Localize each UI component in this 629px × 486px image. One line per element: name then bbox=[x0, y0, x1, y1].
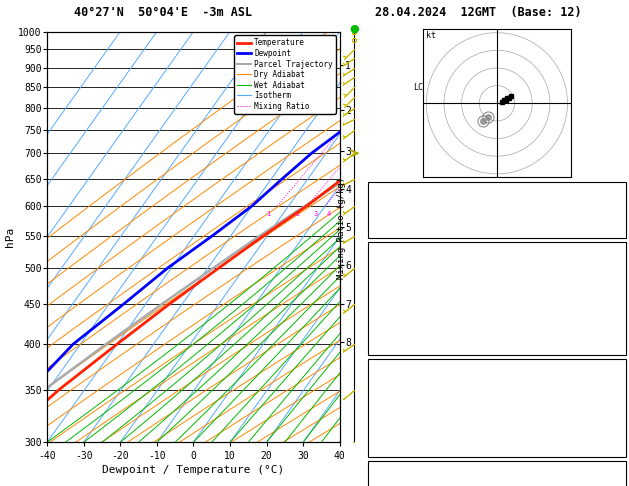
Text: Mixing Ratio (g/kg): Mixing Ratio (g/kg) bbox=[337, 177, 346, 279]
Text: 0: 0 bbox=[617, 444, 623, 453]
Text: Temp (°C): Temp (°C) bbox=[373, 261, 426, 271]
Text: kt: kt bbox=[426, 31, 437, 40]
Text: 311: 311 bbox=[605, 294, 623, 303]
Text: CIN (J): CIN (J) bbox=[373, 444, 414, 453]
Text: Totals Totals: Totals Totals bbox=[373, 205, 449, 215]
Text: θe (K): θe (K) bbox=[373, 395, 408, 405]
Text: 40°27'N  50°04'E  -3m ASL: 40°27'N 50°04'E -3m ASL bbox=[74, 6, 253, 19]
Text: CAPE (J): CAPE (J) bbox=[373, 427, 420, 437]
Text: 2: 2 bbox=[295, 211, 299, 217]
Text: PW (cm): PW (cm) bbox=[373, 224, 414, 233]
Text: 0: 0 bbox=[617, 427, 623, 437]
Text: 9: 9 bbox=[617, 310, 623, 320]
Y-axis label: hPa: hPa bbox=[5, 227, 15, 247]
Text: 850: 850 bbox=[605, 379, 623, 389]
Text: Surface: Surface bbox=[476, 244, 518, 255]
Text: Dewp (°C): Dewp (°C) bbox=[373, 277, 426, 287]
Text: 1: 1 bbox=[266, 211, 270, 217]
Text: Lifted Index: Lifted Index bbox=[373, 411, 443, 421]
Text: ●: ● bbox=[349, 23, 359, 33]
Text: EH: EH bbox=[373, 480, 385, 486]
X-axis label: Dewpoint / Temperature (°C): Dewpoint / Temperature (°C) bbox=[103, 466, 284, 475]
Text: Lifted Index: Lifted Index bbox=[373, 310, 443, 320]
Text: 37: 37 bbox=[611, 205, 623, 215]
Text: © weatheronline.co.uk: © weatheronline.co.uk bbox=[440, 473, 554, 482]
Text: LCL: LCL bbox=[413, 83, 428, 91]
Text: CAPE (J): CAPE (J) bbox=[373, 326, 420, 336]
Text: 8.1: 8.1 bbox=[605, 277, 623, 287]
Text: 1.16: 1.16 bbox=[599, 224, 623, 233]
Text: K: K bbox=[373, 187, 379, 196]
Text: 0: 0 bbox=[617, 326, 623, 336]
Text: 4: 4 bbox=[327, 211, 331, 217]
Text: 3: 3 bbox=[313, 211, 318, 217]
Text: Pressure (mb): Pressure (mb) bbox=[373, 379, 449, 389]
Text: -8: -8 bbox=[611, 187, 623, 196]
Legend: Temperature, Dewpoint, Parcel Trajectory, Dry Adiabat, Wet Adiabat, Isotherm, Mi: Temperature, Dewpoint, Parcel Trajectory… bbox=[234, 35, 336, 114]
Text: Hodograph: Hodograph bbox=[470, 464, 523, 474]
Text: -0: -0 bbox=[611, 480, 623, 486]
Text: Most Unstable: Most Unstable bbox=[459, 363, 535, 372]
Text: 8: 8 bbox=[617, 411, 623, 421]
Text: θe(K): θe(K) bbox=[373, 294, 403, 303]
Text: 20.7: 20.7 bbox=[599, 261, 623, 271]
Text: 28.04.2024  12GMT  (Base: 12): 28.04.2024 12GMT (Base: 12) bbox=[375, 6, 581, 19]
Text: 312: 312 bbox=[605, 395, 623, 405]
Text: CIN (J): CIN (J) bbox=[373, 342, 414, 352]
Text: 0: 0 bbox=[617, 342, 623, 352]
